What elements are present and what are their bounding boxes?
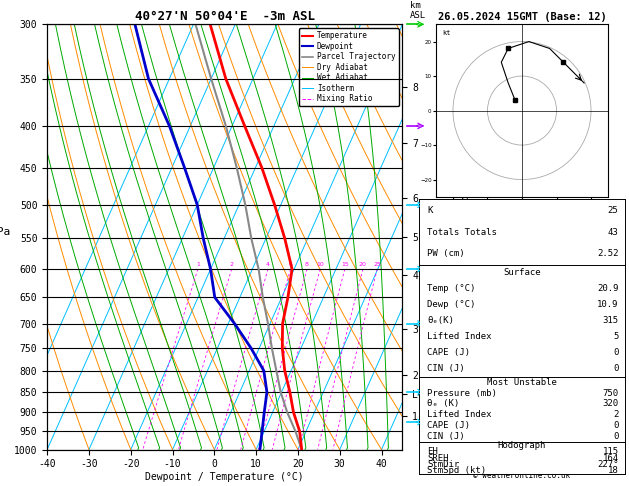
Text: Lifted Index: Lifted Index	[428, 332, 492, 341]
Text: 10: 10	[316, 262, 324, 267]
Text: θₑ (K): θₑ (K)	[428, 399, 460, 409]
Text: 0: 0	[613, 421, 618, 431]
Text: 2.52: 2.52	[597, 249, 618, 259]
Text: 25: 25	[608, 206, 618, 215]
Text: 6: 6	[289, 262, 292, 267]
Text: 15: 15	[341, 262, 348, 267]
X-axis label: Dewpoint / Temperature (°C): Dewpoint / Temperature (°C)	[145, 472, 304, 482]
Text: 20.9: 20.9	[597, 284, 618, 294]
Text: Surface: Surface	[503, 268, 541, 278]
Text: 0: 0	[613, 364, 618, 373]
Text: Pressure (mb): Pressure (mb)	[428, 388, 498, 398]
Text: StmDir: StmDir	[428, 460, 460, 469]
Text: 26.05.2024 15GMT (Base: 12): 26.05.2024 15GMT (Base: 12)	[438, 12, 606, 22]
Text: Hodograph: Hodograph	[498, 441, 546, 450]
Text: Totals Totals: Totals Totals	[428, 227, 498, 237]
Text: 315: 315	[603, 316, 618, 325]
Text: K: K	[428, 206, 433, 215]
Text: 18: 18	[608, 466, 618, 475]
Text: km
ASL: km ASL	[409, 0, 426, 20]
Text: 8: 8	[305, 262, 309, 267]
Text: Lifted Index: Lifted Index	[428, 410, 492, 419]
Title: 40°27'N 50°04'E  -3m ASL: 40°27'N 50°04'E -3m ASL	[135, 10, 314, 23]
Text: Dewp (°C): Dewp (°C)	[428, 300, 476, 309]
Text: 20: 20	[359, 262, 367, 267]
Text: StmSpd (kt): StmSpd (kt)	[428, 466, 487, 475]
Text: Temp (°C): Temp (°C)	[428, 284, 476, 294]
Text: 227°: 227°	[597, 460, 618, 469]
Text: 1: 1	[196, 262, 200, 267]
Text: 0: 0	[613, 348, 618, 357]
Text: CAPE (J): CAPE (J)	[428, 421, 470, 431]
Text: 115: 115	[603, 447, 618, 456]
Text: 10.9: 10.9	[597, 300, 618, 309]
Text: 25: 25	[373, 262, 381, 267]
Y-axis label: hPa: hPa	[0, 227, 10, 237]
Text: 4: 4	[266, 262, 270, 267]
Text: 750: 750	[603, 388, 618, 398]
Y-axis label: Mixing Ratio (g/kg): Mixing Ratio (g/kg)	[459, 181, 469, 293]
Text: 2: 2	[613, 410, 618, 419]
Text: θₑ(K): θₑ(K)	[428, 316, 454, 325]
Text: 5: 5	[613, 332, 618, 341]
Text: 164: 164	[603, 453, 618, 463]
Text: 2: 2	[230, 262, 233, 267]
Text: 43: 43	[608, 227, 618, 237]
Text: © weatheronline.co.uk: © weatheronline.co.uk	[474, 471, 571, 480]
Text: 320: 320	[603, 399, 618, 409]
Text: 0: 0	[613, 432, 618, 441]
Text: CAPE (J): CAPE (J)	[428, 348, 470, 357]
Text: SREH: SREH	[428, 453, 449, 463]
Text: CIN (J): CIN (J)	[428, 364, 465, 373]
Text: kt: kt	[443, 30, 451, 35]
Text: PW (cm): PW (cm)	[428, 249, 465, 259]
Legend: Temperature, Dewpoint, Parcel Trajectory, Dry Adiabat, Wet Adiabat, Isotherm, Mi: Temperature, Dewpoint, Parcel Trajectory…	[299, 28, 399, 106]
Text: Most Unstable: Most Unstable	[487, 378, 557, 387]
Text: EH: EH	[428, 447, 438, 456]
Text: CIN (J): CIN (J)	[428, 432, 465, 441]
